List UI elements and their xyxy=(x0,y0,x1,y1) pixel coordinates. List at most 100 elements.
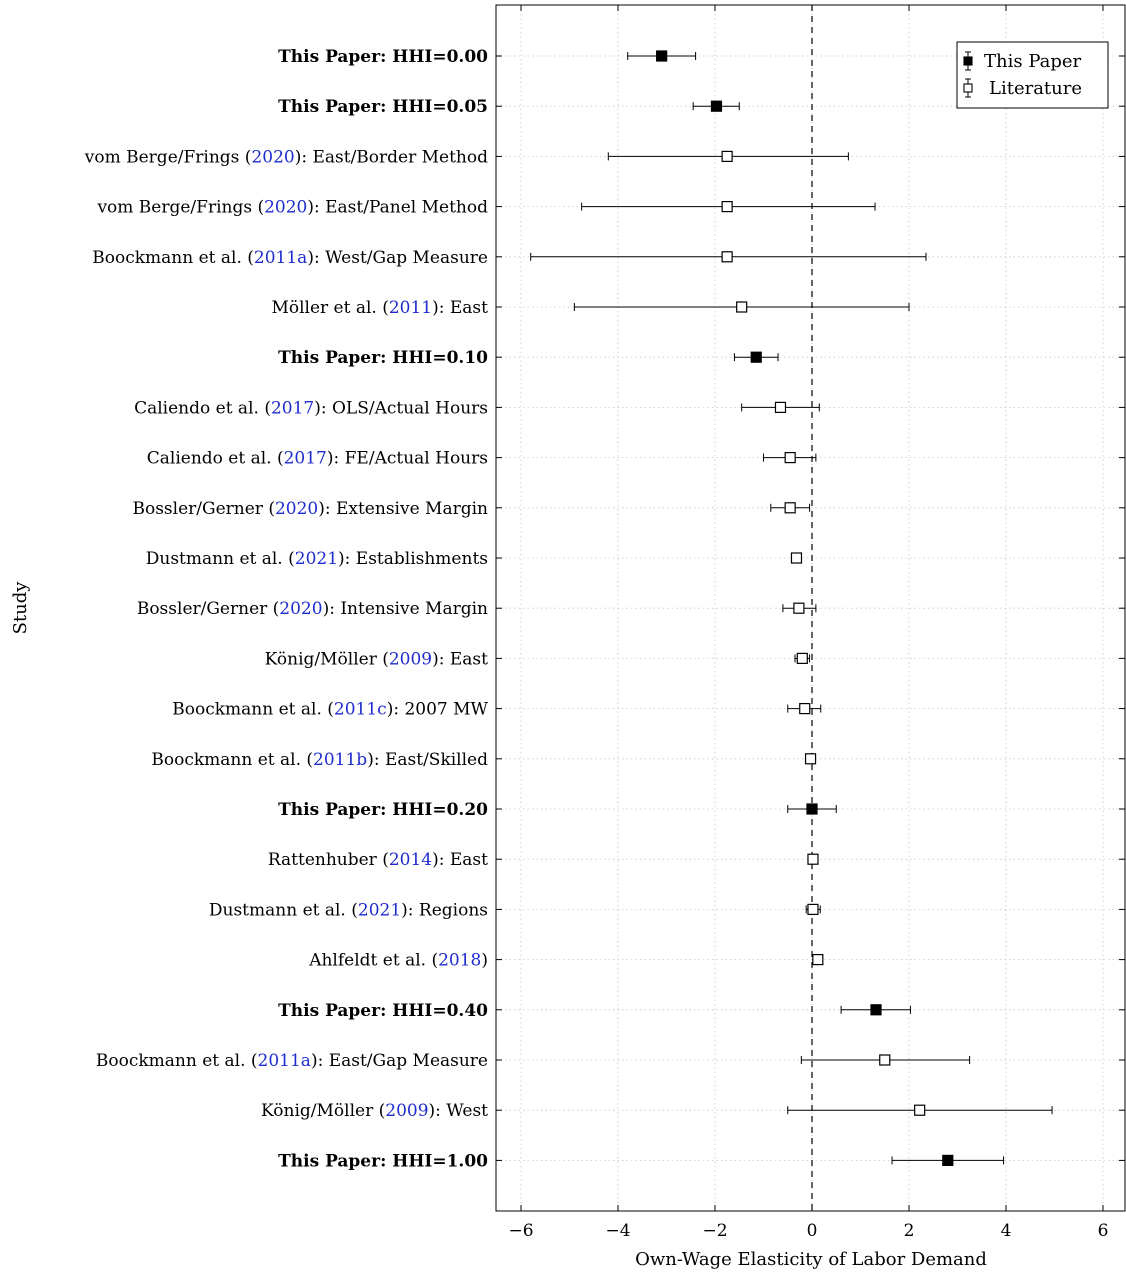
study-label-text: Ahlfeldt et al. ( xyxy=(308,951,438,971)
point-estimate-literature xyxy=(721,201,733,213)
legend-marker-filled-square xyxy=(963,51,973,71)
study-label-text: Dustmann et al. ( xyxy=(209,900,358,920)
citation-link[interactable]: 2021 xyxy=(295,549,338,569)
study-label: Rattenhuber (2014): East xyxy=(268,850,488,870)
x-tick-label: 4 xyxy=(1001,1221,1012,1241)
study-label-text: König/Möller ( xyxy=(265,649,389,669)
study-label: Bossler/Gerner (2020): Extensive Margin xyxy=(132,499,488,519)
study-label-text: This Paper: HHI=0.20 xyxy=(278,800,488,820)
study-label: Bossler/Gerner (2020): Intensive Margin xyxy=(137,599,488,619)
study-label: This Paper: HHI=0.05 xyxy=(278,97,488,117)
citation-link[interactable]: 2020 xyxy=(264,198,307,218)
legend-square xyxy=(963,83,973,93)
point-estimate-literature xyxy=(736,301,748,313)
point-estimate-this-paper xyxy=(942,1154,954,1167)
study-label: This Paper: HHI=0.40 xyxy=(278,1001,488,1021)
x-axis-title: Own-Wage Elasticity of Labor Demand xyxy=(635,1249,987,1270)
point-estimate-this-paper xyxy=(710,100,723,112)
study-label: Boockmann et al. (2011a): West/Gap Measu… xyxy=(92,248,488,268)
point-estimate-literature xyxy=(793,602,805,614)
study-label: Caliendo et al. (2017): FE/Actual Hours xyxy=(147,449,488,469)
study-label: This Paper: HHI=0.10 xyxy=(278,348,488,368)
citation-link[interactable]: 2017 xyxy=(284,449,327,469)
legend-entry-literature: Literature xyxy=(989,78,1082,99)
citation-link[interactable]: 2017 xyxy=(271,398,314,418)
study-label-suffix: ): East/Skilled xyxy=(367,750,488,770)
y-axis-title: Study xyxy=(10,581,31,635)
point-estimate-literature xyxy=(721,251,733,263)
point-estimate-literature xyxy=(804,753,817,765)
study-label-suffix: ): OLS/Actual Hours xyxy=(314,398,488,418)
study-label-text: Bossler/Gerner ( xyxy=(132,499,274,519)
point-estimate-this-paper xyxy=(656,50,668,62)
study-label: vom Berge/Frings (2020): East/Border Met… xyxy=(84,147,488,167)
citation-link[interactable]: 2011a xyxy=(254,248,307,268)
study-label-text: This Paper: HHI=0.10 xyxy=(278,348,488,368)
citation-link[interactable]: 2011b xyxy=(313,750,367,770)
study-label: Ahlfeldt et al. (2018) xyxy=(308,951,488,971)
study-label-text: vom Berge/Frings ( xyxy=(84,147,252,167)
study-label: vom Berge/Frings (2020): East/Panel Meth… xyxy=(96,198,488,218)
point-estimate-literature xyxy=(790,552,803,564)
study-label-suffix: ): East/Gap Measure xyxy=(311,1051,488,1071)
point-estimate-this-paper xyxy=(750,351,762,363)
citation-link[interactable]: 2009 xyxy=(389,649,432,669)
study-label-text: Möller et al. ( xyxy=(271,298,388,318)
point-estimate-literature xyxy=(796,652,808,665)
point-estimate-this-paper xyxy=(806,803,818,815)
citation-link[interactable]: 2011a xyxy=(258,1051,311,1071)
study-label-text: This Paper: HHI=0.40 xyxy=(278,1001,488,1021)
citation-link[interactable]: 2011c xyxy=(334,700,387,720)
citation-link[interactable]: 2009 xyxy=(385,1101,428,1121)
study-label: Caliendo et al. (2017): OLS/Actual Hours xyxy=(134,398,488,418)
study-label-text: Boockmann et al. ( xyxy=(172,700,334,720)
citation-link[interactable]: 2020 xyxy=(251,147,294,167)
study-label: Dustmann et al. (2021): Regions xyxy=(209,900,488,920)
study-label: Möller et al. (2011): East xyxy=(271,298,488,318)
study-label-suffix: ): West xyxy=(429,1101,489,1121)
study-labels: This Paper: HHI=0.00 This Paper: HHI=0.05… xyxy=(84,47,489,1171)
study-label-suffix: ): East/Border Method xyxy=(295,147,488,167)
study-label: König/Möller (2009): East xyxy=(265,649,489,669)
point-estimate-literature xyxy=(784,502,796,514)
study-label-suffix: ): Extensive Margin xyxy=(318,499,488,519)
study-label-text: Boockmann et al. ( xyxy=(92,248,254,268)
point-estimate-literature xyxy=(879,1054,891,1066)
x-tick-label: 6 xyxy=(1098,1221,1109,1241)
study-label-text: Boockmann et al. ( xyxy=(96,1051,258,1071)
study-label-text: Caliendo et al. ( xyxy=(147,449,284,469)
study-label-suffix: ): Intensive Margin xyxy=(323,599,488,619)
citation-link[interactable]: 2020 xyxy=(279,599,322,619)
study-label-text: This Paper: HHI=0.05 xyxy=(278,97,488,117)
study-label-text: Caliendo et al. ( xyxy=(134,398,271,418)
citation-link[interactable]: 2021 xyxy=(358,900,401,920)
citation-link[interactable]: 2020 xyxy=(275,499,318,519)
legend: This Paper Literature xyxy=(956,41,1109,109)
x-axis-ticks: −6 −4 −2 0 2 4 6 xyxy=(508,1221,1108,1241)
study-label-text: This Paper: HHI=0.00 xyxy=(278,47,488,67)
citation-link[interactable]: 2011 xyxy=(389,298,432,318)
plot-frame xyxy=(495,4,1126,1212)
data-marks xyxy=(530,50,1053,1167)
x-tick-label: 2 xyxy=(904,1221,915,1241)
point-estimate-literature xyxy=(774,401,787,413)
study-label-suffix: ) xyxy=(481,951,488,971)
point-estimate-literature xyxy=(721,150,733,162)
study-label-text: Bossler/Gerner ( xyxy=(137,599,279,619)
study-label-suffix: ): East xyxy=(432,649,488,669)
x-tick-label: −2 xyxy=(702,1221,727,1241)
study-label: Boockmann et al. (2011c): 2007 MW xyxy=(172,700,488,720)
study-label-suffix: ): East xyxy=(432,298,488,318)
study-label-text: Dustmann et al. ( xyxy=(146,549,295,569)
study-label-text: vom Berge/Frings ( xyxy=(96,198,264,218)
study-label-suffix: ): East/Panel Method xyxy=(307,198,488,218)
citation-link[interactable]: 2014 xyxy=(389,850,432,870)
study-label: Boockmann et al. (2011b): East/Skilled xyxy=(151,750,488,770)
study-label-suffix: ): Establishments xyxy=(338,549,488,569)
point-estimate-literature xyxy=(799,702,811,715)
point-estimate-literature xyxy=(812,953,824,966)
citation-link[interactable]: 2018 xyxy=(438,951,481,971)
study-label: This Paper: HHI=0.20 xyxy=(278,800,488,820)
study-label-text: Boockmann et al. ( xyxy=(151,750,313,770)
